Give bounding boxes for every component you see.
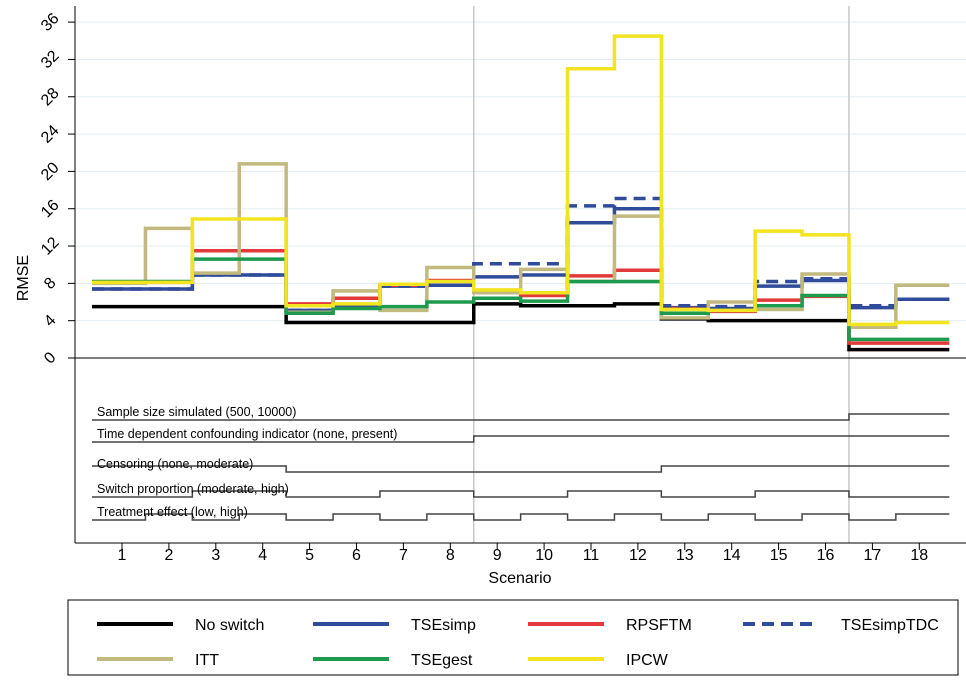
indicator-label: Switch proportion (moderate, high) — [97, 482, 289, 496]
x-tick-label: 6 — [352, 547, 361, 564]
x-tick-label: 10 — [535, 547, 553, 564]
x-tick-label: 14 — [723, 547, 741, 564]
legend-label: No switch — [195, 617, 264, 634]
legend-label: TSEsimp — [411, 617, 476, 634]
x-tick-label: 11 — [583, 547, 600, 564]
indicator-label: Time dependent confounding indicator (no… — [97, 427, 397, 441]
x-tick-label: 9 — [493, 547, 502, 564]
legend-label: ITT — [195, 652, 219, 669]
legend-label: TSEsimpTDC — [841, 617, 939, 634]
legend-label: RPSFTM — [626, 617, 692, 634]
y-axis-label: RMSE — [15, 255, 32, 301]
indicator-label: Treatment effect (low, high) — [97, 505, 248, 519]
x-tick-label: 3 — [211, 547, 220, 564]
x-tick-label: 7 — [399, 547, 408, 564]
legend: No switch TSEsimp RPSFTM TSEsimpTDC ITT TSEge… — [68, 600, 958, 675]
x-axis-label: Scenario — [488, 570, 551, 587]
x-tick-label: 18 — [910, 547, 928, 564]
indicator-label: Censoring (none, moderate) — [97, 457, 253, 471]
x-tick-label: 4 — [258, 547, 267, 564]
x-tick-label: 1 — [118, 547, 127, 564]
indicator-label: Sample size simulated (500, 10000) — [97, 405, 296, 419]
x-tick-label: 12 — [629, 547, 647, 564]
x-tick-label: 2 — [164, 547, 173, 564]
x-tick-label: 16 — [817, 547, 835, 564]
legend-label: TSEgest — [411, 652, 473, 669]
x-tick-label: 15 — [770, 547, 788, 564]
x-tick-label: 8 — [446, 547, 455, 564]
x-tick-label: 17 — [864, 547, 882, 564]
legend-label: IPCW — [626, 652, 669, 669]
x-tick-label: 5 — [305, 547, 314, 564]
x-tick-label: 13 — [676, 547, 694, 564]
